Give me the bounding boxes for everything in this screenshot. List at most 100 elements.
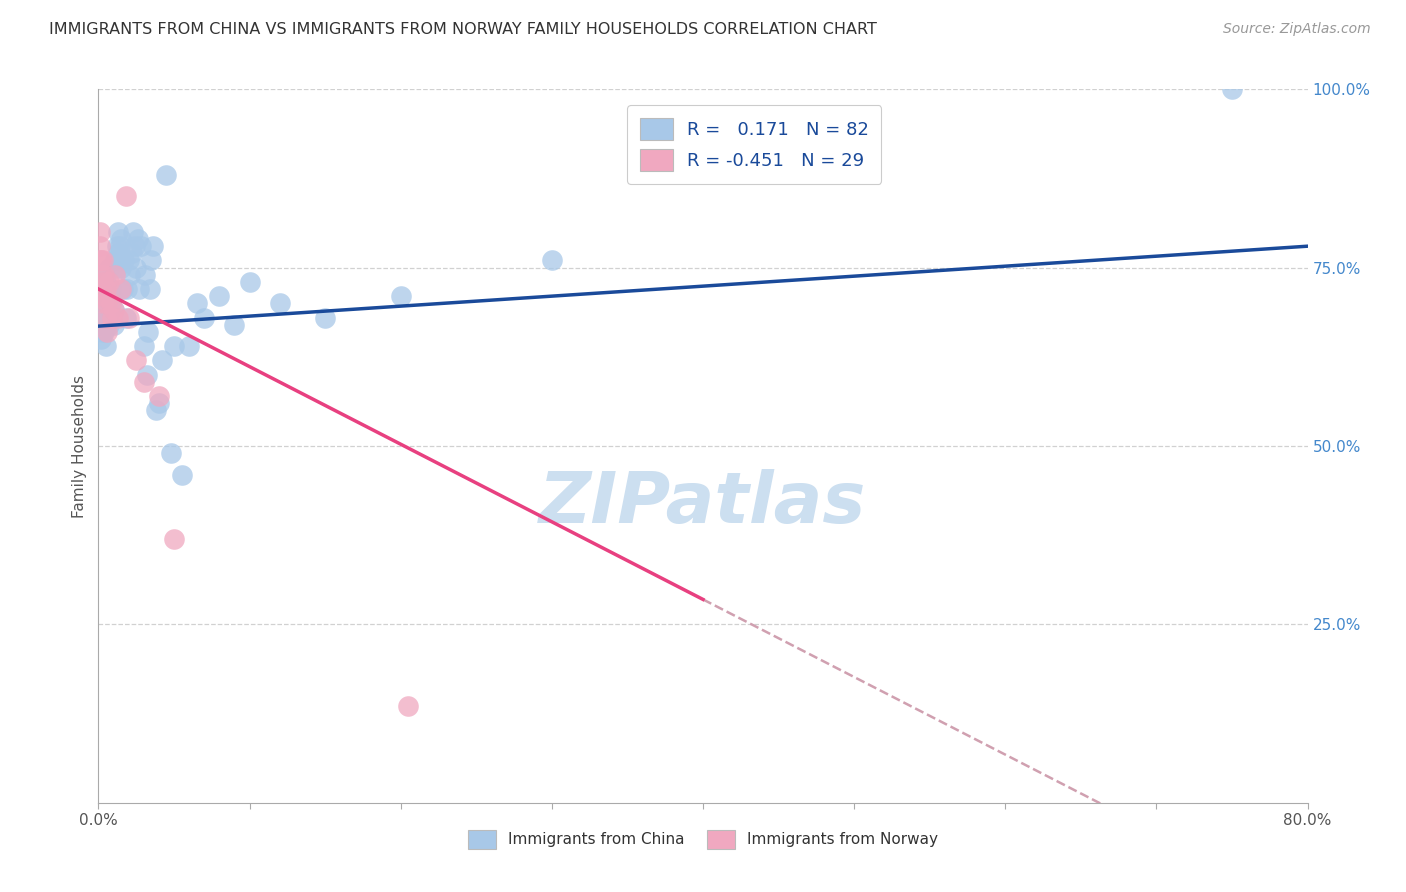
Legend: Immigrants from China, Immigrants from Norway: Immigrants from China, Immigrants from N… xyxy=(457,820,949,859)
Point xyxy=(96,325,118,339)
Point xyxy=(239,275,262,289)
Point xyxy=(91,253,114,268)
Point xyxy=(179,339,201,353)
Point xyxy=(94,282,117,296)
Point xyxy=(114,189,136,203)
Point xyxy=(90,289,112,303)
Point xyxy=(108,253,131,268)
Point xyxy=(314,310,336,325)
Point xyxy=(91,282,114,296)
Point xyxy=(389,289,412,303)
Point xyxy=(148,396,170,410)
Point xyxy=(125,260,148,275)
Point xyxy=(105,239,128,253)
Point xyxy=(115,282,138,296)
Point xyxy=(100,282,122,296)
Point xyxy=(396,699,419,714)
Point xyxy=(118,253,141,268)
Point xyxy=(93,282,115,296)
Point xyxy=(90,253,112,268)
Point xyxy=(103,303,125,318)
Point xyxy=(114,310,136,325)
Point xyxy=(101,310,124,325)
Point xyxy=(128,282,150,296)
Point xyxy=(127,232,149,246)
Point xyxy=(90,282,112,296)
Point xyxy=(100,296,122,310)
Point xyxy=(132,375,155,389)
Point xyxy=(110,232,132,246)
Point xyxy=(121,246,143,260)
Point xyxy=(89,253,111,268)
Point xyxy=(91,296,114,310)
Point xyxy=(91,275,114,289)
Point xyxy=(90,318,112,332)
Point xyxy=(91,296,114,310)
Point xyxy=(108,239,131,253)
Text: ZIPatlas: ZIPatlas xyxy=(540,468,866,538)
Point xyxy=(91,325,114,339)
Point xyxy=(120,268,142,282)
Point xyxy=(145,403,167,417)
Point xyxy=(107,310,129,325)
Point xyxy=(94,303,117,318)
Point xyxy=(96,296,118,310)
Point xyxy=(163,532,186,546)
Y-axis label: Family Households: Family Households xyxy=(72,375,87,517)
Point xyxy=(134,268,156,282)
Point xyxy=(105,260,128,275)
Point xyxy=(111,282,134,296)
Point xyxy=(224,318,246,332)
Point xyxy=(193,310,215,325)
Point xyxy=(93,325,115,339)
Text: IMMIGRANTS FROM CHINA VS IMMIGRANTS FROM NORWAY FAMILY HOUSEHOLDS CORRELATION CH: IMMIGRANTS FROM CHINA VS IMMIGRANTS FROM… xyxy=(49,22,877,37)
Point xyxy=(94,289,117,303)
Point xyxy=(96,310,118,325)
Point xyxy=(103,318,125,332)
Point xyxy=(94,275,117,289)
Point xyxy=(96,296,118,310)
Point xyxy=(90,332,112,346)
Point xyxy=(93,289,115,303)
Point xyxy=(160,446,183,460)
Point xyxy=(132,339,155,353)
Point xyxy=(93,268,115,282)
Point xyxy=(100,296,122,310)
Point xyxy=(110,260,132,275)
Point xyxy=(186,296,208,310)
Point xyxy=(91,268,114,282)
Point xyxy=(1220,82,1243,96)
Point xyxy=(208,289,231,303)
Point xyxy=(148,389,170,403)
Point xyxy=(139,282,162,296)
Point xyxy=(110,282,132,296)
Point xyxy=(100,310,122,325)
Point xyxy=(91,310,114,325)
Point xyxy=(540,253,562,268)
Point xyxy=(98,303,121,318)
Point xyxy=(142,239,165,253)
Point xyxy=(129,239,152,253)
Point xyxy=(136,325,159,339)
Point xyxy=(103,303,125,318)
Point xyxy=(163,339,186,353)
Point xyxy=(96,282,118,296)
Point xyxy=(125,353,148,368)
Point xyxy=(90,275,112,289)
Point xyxy=(141,253,163,268)
Point xyxy=(269,296,291,310)
Point xyxy=(94,310,117,325)
Point xyxy=(104,253,127,268)
Point xyxy=(124,239,146,253)
Point xyxy=(150,353,173,368)
Point xyxy=(101,310,124,325)
Point xyxy=(98,275,121,289)
Point xyxy=(112,253,135,268)
Point xyxy=(89,296,111,310)
Point xyxy=(118,310,141,325)
Point xyxy=(89,310,111,325)
Point xyxy=(98,318,121,332)
Point xyxy=(107,246,129,260)
Text: Source: ZipAtlas.com: Source: ZipAtlas.com xyxy=(1223,22,1371,37)
Point xyxy=(93,303,115,318)
